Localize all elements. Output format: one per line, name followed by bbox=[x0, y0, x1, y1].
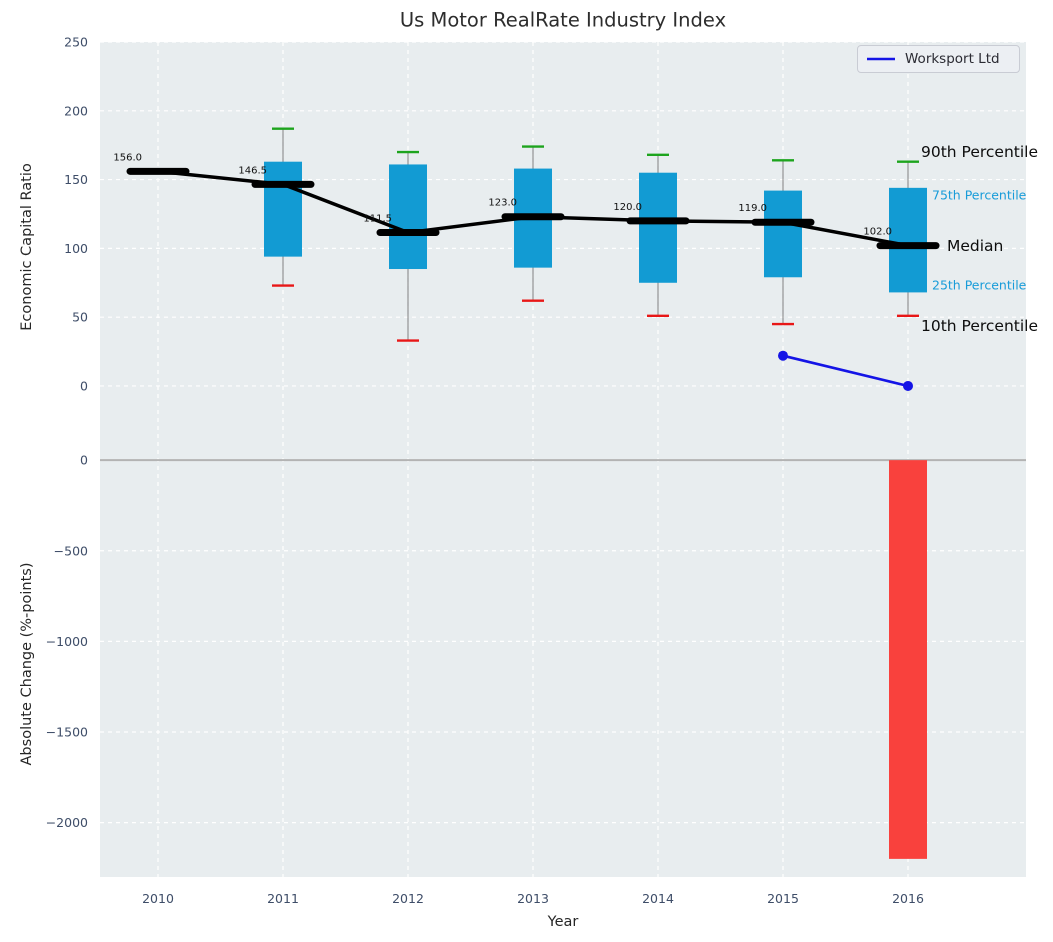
company-point-2015 bbox=[778, 350, 788, 361]
bottom-y-tick-label--2000: −2000 bbox=[46, 815, 88, 830]
label-75th-percentile: 75th Percentile bbox=[932, 187, 1027, 203]
box-2016 bbox=[889, 187, 927, 293]
median-annotation-2015: 119.0 bbox=[738, 203, 767, 214]
median-annotation-2012: 111.5 bbox=[363, 214, 392, 225]
box-2012 bbox=[389, 164, 427, 270]
bottom-y-tick-label-0: 0 bbox=[80, 453, 88, 468]
bottom-y-tick-label--500: −500 bbox=[54, 543, 88, 558]
median-annotation-2016: 102.0 bbox=[863, 227, 892, 238]
label-90th-percentile: 90th Percentile bbox=[921, 143, 1039, 161]
legend-line-sample bbox=[867, 57, 895, 61]
x-tick-label-2016: 2016 bbox=[892, 891, 924, 906]
x-axis-label: Year bbox=[547, 914, 579, 930]
bottom-y-axis-label: Absolute Change (%-points) bbox=[19, 562, 35, 766]
bottom-y-tick-label--1500: −1500 bbox=[46, 725, 88, 740]
top-y-axis-label: Economic Capital Ratio bbox=[19, 163, 35, 331]
legend-label: Worksport Ltd bbox=[905, 51, 1000, 67]
label-25th-percentile: 25th Percentile bbox=[932, 277, 1027, 293]
top-y-tick-label-100: 100 bbox=[64, 241, 88, 256]
label-10th-percentile: 10th Percentile bbox=[921, 317, 1039, 335]
box-2015 bbox=[764, 190, 802, 278]
chart-title: Us Motor RealRate Industry Index bbox=[399, 8, 727, 32]
top-y-tick-label-50: 50 bbox=[72, 310, 88, 325]
x-tick-label-2012: 2012 bbox=[392, 891, 424, 906]
x-tick-label-2011: 2011 bbox=[267, 891, 299, 906]
bar-2016 bbox=[889, 460, 927, 859]
legend-box: Worksport Ltd bbox=[857, 45, 1020, 73]
bottom-y-tick-label--1000: −1000 bbox=[46, 634, 88, 649]
median-annotation-2011: 146.5 bbox=[238, 165, 267, 176]
company-line bbox=[782, 354, 909, 388]
median-annotation-2014: 120.0 bbox=[613, 202, 642, 213]
box-2011 bbox=[264, 161, 302, 257]
company-point-2016 bbox=[903, 380, 913, 391]
x-tick-label-2015: 2015 bbox=[767, 891, 799, 906]
x-tick-label-2014: 2014 bbox=[642, 891, 674, 906]
median-annotation-2010: 156.0 bbox=[113, 152, 142, 163]
label-median: Median bbox=[947, 237, 1004, 255]
top-y-tick-label-250: 250 bbox=[64, 35, 88, 50]
x-tick-label-2013: 2013 bbox=[517, 891, 549, 906]
box-2014 bbox=[639, 172, 677, 283]
top-y-tick-label-0: 0 bbox=[80, 378, 88, 393]
top-y-tick-label-200: 200 bbox=[64, 103, 88, 118]
median-annotation-2013: 123.0 bbox=[488, 198, 517, 209]
x-tick-label-2010: 2010 bbox=[142, 891, 174, 906]
top-y-tick-label-150: 150 bbox=[64, 172, 88, 187]
